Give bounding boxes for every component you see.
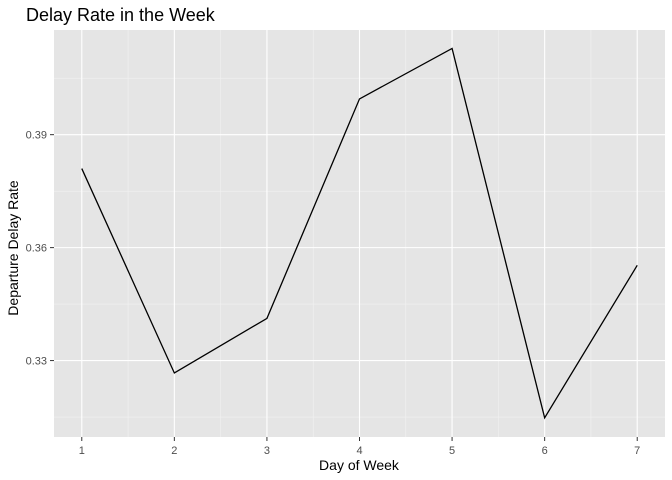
- x-tick-label: 3: [264, 445, 270, 457]
- x-tick-label: 1: [79, 445, 85, 457]
- x-axis-tick-labels: 1 2 3 4 5 6 7: [79, 445, 641, 457]
- x-tick-label: 6: [542, 445, 548, 457]
- x-tick-label: 5: [449, 445, 455, 457]
- major-gridlines: [54, 30, 665, 437]
- y-tick-label: 0.33: [26, 356, 47, 368]
- y-axis-tick-labels: 0.33 0.36 0.39: [26, 130, 47, 368]
- y-axis-label: Departure Delay Rate: [5, 180, 21, 316]
- chart-title: Delay Rate in the Week: [26, 5, 216, 25]
- x-axis-label: Day of Week: [319, 457, 400, 473]
- axis-ticks: [50, 134, 638, 441]
- x-tick-label: 4: [356, 445, 362, 457]
- y-tick-label: 0.36: [26, 243, 47, 255]
- delay-rate-line: [81, 47, 638, 420]
- y-tick-label: 0.39: [26, 130, 47, 142]
- x-tick-label: 2: [171, 445, 177, 457]
- x-tick-label: 7: [634, 445, 640, 457]
